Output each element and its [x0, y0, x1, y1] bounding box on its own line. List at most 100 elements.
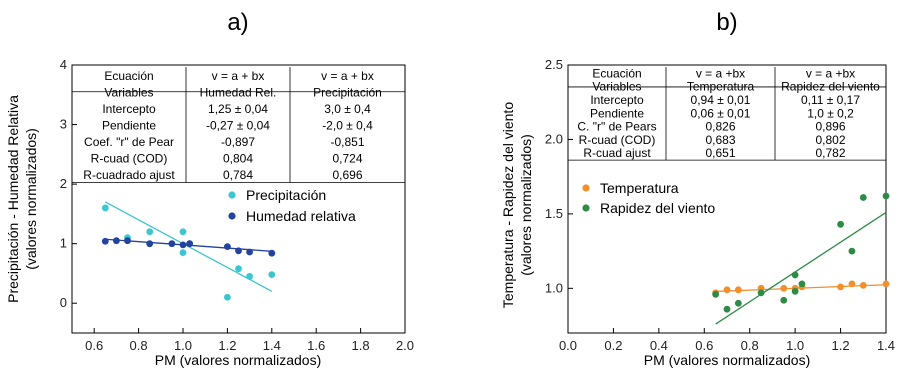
panel-b-data-point	[837, 220, 844, 228]
panel-a-y-tick-label: 2	[60, 176, 67, 191]
panel-b-table-cell: v = a +bx	[806, 66, 855, 80]
panel-a-table-cell: Precipitación	[313, 85, 382, 99]
panel-b-legend: Temperatura Rapidez del viento	[582, 180, 715, 216]
panel-b: b) 0.0 0.2 0.4 0.6 0.8 1.0 1.2 1.41.01.52.02.5 …	[500, 9, 895, 368]
panel-b-y-tick-label: 2.5	[545, 57, 563, 72]
panel-a-y-tick-label: 3	[60, 117, 67, 132]
panel-b-data-point	[859, 194, 867, 201]
panel-b-legend-label: Temperatura	[600, 180, 679, 196]
panel-b-label: b)	[716, 9, 737, 36]
panel-a-data-point	[246, 248, 254, 256]
panel-b-stats-table: Ecuación v = a +bx v = a +bx Variables Tempe…	[568, 66, 886, 161]
panel-b-data-point	[791, 271, 799, 279]
panel-b-ticks: 0.0 0.2 0.4 0.6 0.8 1.0 1.2 1.4 1.0 1.5 2.0 2.5	[545, 57, 895, 353]
panel-a-table-cell: -2,0 ± 0,4	[322, 118, 373, 132]
panel-a-stats-table: Ecuación v = a + bx v = a + bx Variables Hum…	[72, 67, 405, 183]
panel-b-data-point	[757, 289, 765, 297]
panel-b-data-point	[780, 296, 788, 304]
panel-b-x-tick-label: 0.4	[650, 338, 668, 353]
panel-b-table-cell: Variables	[592, 80, 641, 94]
panel-a-table-cell: -0,851	[330, 135, 364, 149]
panel-b-data-point	[780, 284, 788, 292]
panel-a-y-tick-label: 4	[60, 57, 67, 72]
panel-a-table-cell: R-cuad (COD)	[91, 151, 168, 165]
panel-a-table-cell: Variables	[104, 85, 153, 99]
panel-b-data-point	[882, 280, 890, 288]
panel-b-table-cell: v = a +bx	[696, 66, 745, 80]
panel-a-data-point	[101, 237, 109, 245]
panel-b-data-point	[837, 283, 844, 291]
panel-a-x-tick-label: 1.8	[352, 338, 370, 353]
panel-a-data-point	[235, 247, 242, 255]
panel-b-table-cell: R-cuad (COD)	[579, 133, 656, 147]
panel-a-data-point	[235, 265, 242, 273]
panel-b-fit-line	[715, 211, 887, 325]
panel-b-y-tick-label: 1.5	[545, 206, 563, 221]
panel-b-legend-label: Rapidez del viento	[600, 200, 715, 216]
panel-a-points	[101, 204, 276, 301]
panel-b-data-point	[723, 286, 731, 294]
panel-a-table-cell: Coef. "r" de Pear	[84, 135, 174, 149]
panel-a-data-point	[146, 240, 154, 248]
panel-a-table-cell: v = a + bx	[212, 69, 265, 83]
panel-b-table-cell: 0,651	[705, 146, 735, 160]
panel-b-table-cell: 0,802	[815, 133, 845, 147]
panel-a-table-cell: 0,724	[332, 151, 362, 165]
panel-a-y-axis-title-line2: (valores normalizados)	[23, 128, 39, 270]
panel-a-x-tick-label: 0.6	[85, 338, 103, 353]
panel-a-table-cell: Humedad Rel.	[200, 85, 277, 99]
panel-a-table-cell: 0,804	[223, 151, 253, 165]
panel-b-data-point	[734, 299, 742, 307]
panel-b-data-point	[848, 280, 856, 288]
panel-a-y-tick-label: 0	[60, 295, 67, 310]
panel-b-x-tick-label: 0.0	[559, 338, 577, 353]
panel-b-y-axis-title-line1: Temperatura - Rapidez del viento	[500, 102, 516, 308]
panel-b-data-point	[798, 280, 806, 288]
panel-b-table-cell: 0,06 ± 0,01	[691, 106, 751, 120]
panel-b-x-tick-label: 1.2	[832, 338, 850, 353]
panel-a-legend-marker	[228, 191, 236, 199]
panel-b-legend-marker	[582, 184, 590, 192]
panel-a-legend: Precipitación Humedad relativa	[228, 187, 356, 224]
panel-b-x-tick-label: 0.6	[695, 338, 713, 353]
panel-b-table-cell: 0,11 ± 0,17	[801, 93, 860, 107]
panel-b-table-cell: 0,826	[705, 120, 735, 134]
panel-a-ticks: 0.6 0.8 1.0 1.2 1.4 1.6 1.8 2.0 0 1 2 3 4	[60, 57, 414, 353]
panel-a-y-axis-title-line1: Precipitación - Humedad Relativa	[5, 95, 21, 303]
panel-b-x-tick-label: 1.0	[786, 338, 804, 353]
panel-a-table-cell: 1,25 ± 0,04	[208, 102, 268, 116]
panel-a-table-cell: Intercepto	[102, 102, 156, 116]
panel-b-table-cell: C. "r" de Pears	[577, 120, 656, 134]
panel-b-fit-lines	[715, 211, 887, 325]
panel-a-table-cell: v = a + bx	[321, 69, 374, 83]
panel-a-table-cell: Ecuación	[104, 69, 153, 83]
panel-b-x-tick-label: 1.4	[877, 338, 895, 353]
panel-b-table-cell: Temperatura	[687, 80, 755, 94]
panel-b-table-cell: Intercepto	[590, 93, 644, 107]
panel-a-table-cell: Pendiente	[102, 118, 156, 132]
panel-a-data-point	[168, 240, 176, 248]
panel-a-x-tick-label: 1.2	[218, 338, 236, 353]
panel-a-data-point	[186, 240, 194, 248]
panel-a-data-point	[246, 273, 254, 280]
panel-b-x-axis-title: PM (valores normalizados)	[644, 352, 811, 368]
panel-b-table-cell: R-cuad ajust	[583, 146, 651, 160]
panel-a-x-tick-label: 2.0	[396, 338, 414, 353]
panel-a-x-tick-label: 1.0	[174, 338, 192, 353]
panel-a-data-point	[179, 241, 187, 249]
panel-a-data-point	[146, 228, 154, 236]
panel-b-y-axis-title-line2: (valores normalizados)	[518, 134, 534, 276]
panel-a-x-tick-label: 1.4	[263, 338, 281, 353]
panel-a-table-cell: 0,696	[332, 168, 362, 182]
panel-a: a) 0.6 0.8 1.0 1.2 1.4 1.6 1.8 2.0 0 1 2 3 4 Ecuació…	[5, 9, 414, 368]
panel-a-x-tick-label: 1.6	[307, 338, 325, 353]
panel-a-table-cell: R-cuadrado ajust	[83, 168, 175, 182]
panel-b-table-cell: Rapidez del viento	[781, 80, 880, 94]
panel-a-x-tick-label: 0.8	[130, 338, 148, 353]
panel-b-table-cell: 0,94 ± 0,01	[691, 93, 751, 107]
panel-b-table-cell: 0,782	[815, 146, 845, 160]
panel-b-data-point	[734, 286, 742, 294]
panel-b-data-point	[882, 192, 890, 200]
panel-a-table-cell: -0,897	[221, 135, 255, 149]
